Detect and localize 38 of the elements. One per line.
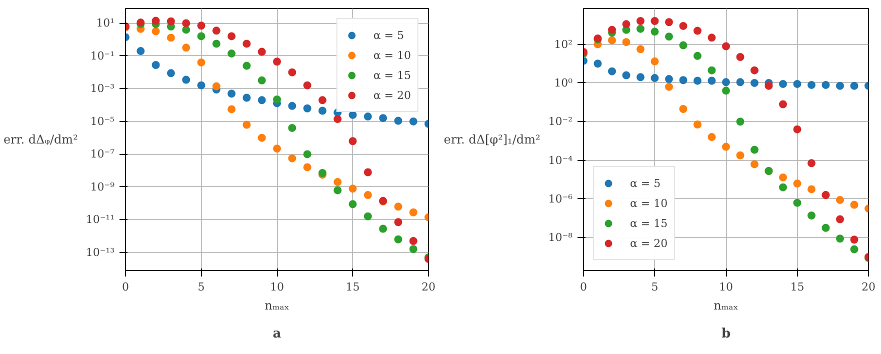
x-tick-label: 0 [580, 280, 587, 294]
x-tick-label: 10 [270, 280, 284, 294]
x-tick-label: 10 [719, 280, 733, 294]
x-tick-label: 5 [198, 280, 205, 294]
x-tick-label: 0 [122, 280, 129, 294]
y-tick-label: 10⁻¹¹ [86, 213, 114, 226]
legend-label: α = 20 [630, 236, 668, 250]
y-tick-label: 10⁻² [548, 115, 573, 128]
legend-label: α = 10 [373, 48, 411, 62]
y-tick-label: 10⁻¹³ [86, 246, 114, 259]
text: a [272, 326, 282, 342]
legend-label: α = 20 [373, 88, 411, 102]
x-axis-title: nₘₐₓ [714, 298, 738, 312]
legend-label: α = 5 [630, 176, 661, 190]
x-axis-title: nₘₐₓ [264, 298, 290, 312]
y-tick-label: 10⁻⁴ [548, 154, 574, 167]
x-tick-label: 20 [422, 280, 436, 294]
y-tick-label: 10⁻⁵ [90, 114, 115, 128]
x-tick-label: 5 [651, 280, 658, 294]
y-tick-label: 10⁻¹ [90, 49, 115, 62]
y-axis-title: err. dΔ[φ²]₁/dm² [444, 132, 540, 146]
y-tick-label: 10⁻⁶ [548, 192, 574, 206]
x-tick-label: 20 [862, 280, 876, 294]
legend-label: α = 5 [373, 28, 404, 42]
y-tick-label: 10⁰ [554, 76, 574, 90]
x-tick-label: 15 [346, 280, 360, 294]
y-tick-label: 10⁻⁸ [548, 231, 574, 244]
y-axis-title: err. dΔᵩ/dm² [3, 132, 78, 146]
y-tick-label: 10² [554, 38, 573, 51]
legend-label: α = 10 [630, 196, 668, 210]
y-tick-label: 10⁻³ [90, 82, 115, 96]
legend-label: α = 15 [630, 216, 668, 230]
y-tick-label: 10⁻⁹ [90, 180, 116, 194]
x-tick-label: 15 [790, 280, 804, 294]
text: b [721, 326, 731, 342]
y-tick-label: 10¹ [96, 16, 115, 30]
legend-label: α = 15 [373, 68, 411, 82]
y-tick-label: 10⁻⁷ [90, 148, 116, 161]
